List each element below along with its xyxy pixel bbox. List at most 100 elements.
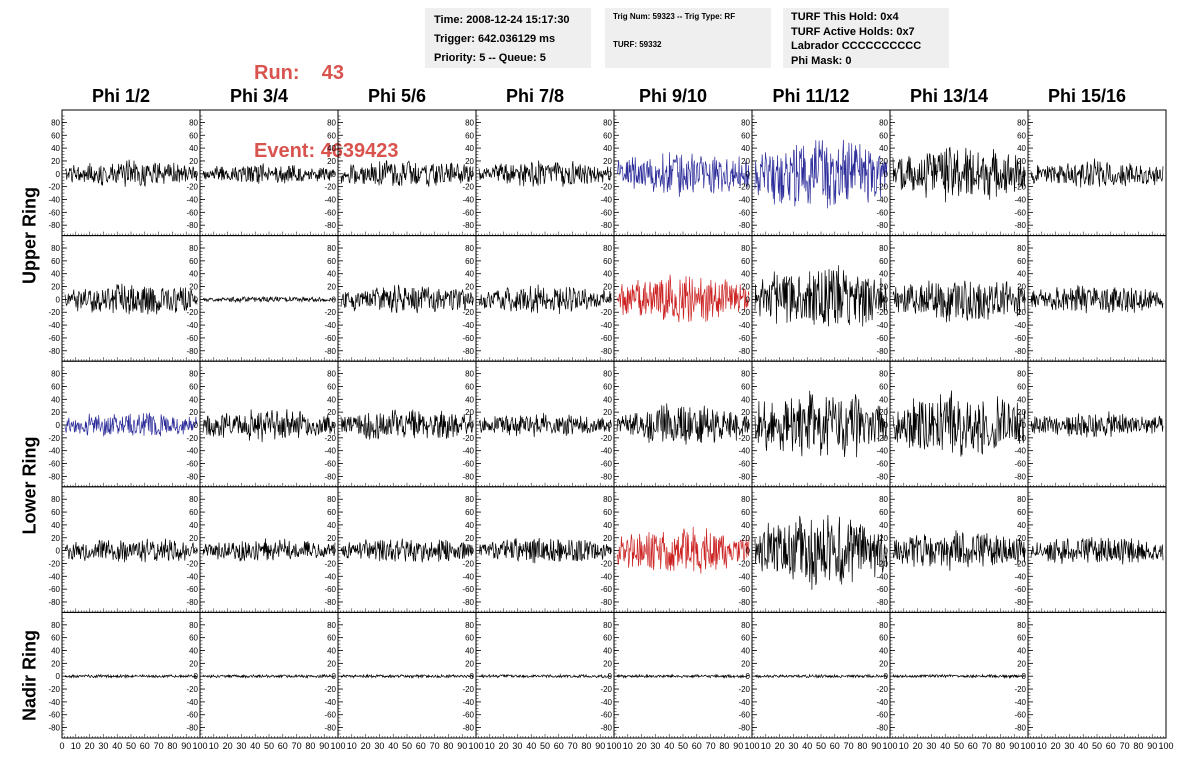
y-tick-label: 0 bbox=[332, 672, 337, 681]
y-tick-label: 40 bbox=[327, 270, 336, 279]
y-tick-label: -60 bbox=[738, 334, 750, 343]
y-tick-label: -40 bbox=[600, 195, 612, 204]
x-tick-label: 40 bbox=[1078, 741, 1088, 751]
y-tick-label: -60 bbox=[48, 334, 60, 343]
y-tick-label: 80 bbox=[327, 244, 336, 253]
y-tick-label: 0 bbox=[470, 421, 475, 430]
y-tick-label: 60 bbox=[603, 634, 612, 643]
x-tick-label: 50 bbox=[1092, 741, 1102, 751]
y-tick-label: 80 bbox=[51, 244, 60, 253]
y-tick-label: 60 bbox=[741, 382, 750, 391]
y-tick-label: 20 bbox=[879, 408, 888, 417]
y-tick-label: 40 bbox=[51, 521, 60, 530]
y-tick-label: -20 bbox=[738, 434, 750, 443]
y-tick-label: 80 bbox=[879, 495, 888, 504]
x-tick-label: 40 bbox=[664, 741, 674, 751]
time-text: Time: 2008-12-24 15:17:30 bbox=[434, 14, 570, 26]
y-tick-label: -20 bbox=[186, 308, 198, 317]
y-tick-label: -40 bbox=[876, 447, 888, 456]
waveform-trace bbox=[64, 283, 198, 315]
y-tick-label: 20 bbox=[879, 283, 888, 292]
y-tick-label: -80 bbox=[876, 347, 888, 356]
y-tick-label: 20 bbox=[189, 534, 198, 543]
waveform-trace bbox=[616, 274, 750, 323]
y-tick-label: -80 bbox=[186, 598, 198, 607]
x-tick-label: 20 bbox=[1051, 741, 1061, 751]
y-tick-label: 80 bbox=[189, 621, 198, 630]
x-tick-label: 50 bbox=[264, 741, 274, 751]
y-tick-label: -60 bbox=[324, 711, 336, 720]
x-tick-label: 80 bbox=[1133, 741, 1143, 751]
y-tick-label: 80 bbox=[1017, 244, 1026, 253]
y-tick-label: -20 bbox=[1014, 559, 1026, 568]
x-tick-label: 40 bbox=[526, 741, 536, 751]
x-tick-label: 60 bbox=[140, 741, 150, 751]
y-tick-label: -40 bbox=[48, 321, 60, 330]
y-tick-label: 0 bbox=[332, 547, 337, 556]
y-tick-label: 40 bbox=[1017, 144, 1026, 153]
y-tick-label: 80 bbox=[603, 244, 612, 253]
y-tick-label: -80 bbox=[48, 472, 60, 481]
y-tick-label: 60 bbox=[51, 508, 60, 517]
y-tick-label: 80 bbox=[327, 621, 336, 630]
y-tick-label: -40 bbox=[462, 572, 474, 581]
y-tick-label: -20 bbox=[876, 685, 888, 694]
y-tick-label: 0 bbox=[1022, 170, 1027, 179]
y-tick-label: -60 bbox=[1014, 334, 1026, 343]
y-tick-label: 80 bbox=[741, 118, 750, 127]
waveform-trace bbox=[1030, 285, 1164, 314]
x-tick-label: 30 bbox=[374, 741, 384, 751]
panel-frame bbox=[1027, 611, 1167, 739]
y-tick-label: -40 bbox=[462, 321, 474, 330]
y-tick-label: 40 bbox=[603, 647, 612, 656]
y-tick-label: 0 bbox=[194, 295, 199, 304]
y-tick-label: 20 bbox=[189, 157, 198, 166]
y-tick-label: 60 bbox=[465, 382, 474, 391]
x-tick-label: 70 bbox=[430, 741, 440, 751]
y-tick-label: 40 bbox=[465, 395, 474, 404]
y-tick-label: -20 bbox=[462, 559, 474, 568]
y-tick-label: 0 bbox=[884, 295, 889, 304]
x-tick-label: 80 bbox=[167, 741, 177, 751]
x-tick-label: 30 bbox=[98, 741, 108, 751]
x-tick-label: 20 bbox=[913, 741, 923, 751]
y-tick-label: -60 bbox=[738, 460, 750, 469]
y-tick-label: 20 bbox=[741, 659, 750, 668]
x-tick-label: 10 bbox=[623, 741, 633, 751]
x-tick-label: 90 bbox=[1009, 741, 1019, 751]
y-tick-label: 80 bbox=[603, 621, 612, 630]
y-tick-label: -80 bbox=[48, 598, 60, 607]
y-tick-label: 20 bbox=[603, 283, 612, 292]
y-tick-label: -80 bbox=[738, 347, 750, 356]
y-tick-label: 40 bbox=[465, 270, 474, 279]
y-tick-label: 20 bbox=[51, 408, 60, 417]
y-tick-label: 0 bbox=[746, 295, 751, 304]
y-tick-label: 60 bbox=[879, 257, 888, 266]
y-tick-label: -60 bbox=[1014, 208, 1026, 217]
column-header-phi-15-16: Phi 15/16 bbox=[1047, 86, 1127, 106]
waveform-trace bbox=[1030, 158, 1164, 188]
y-tick-label: -20 bbox=[1014, 685, 1026, 694]
y-tick-label: 20 bbox=[465, 659, 474, 668]
x-tick-label: 20 bbox=[85, 741, 95, 751]
y-tick-label: -80 bbox=[600, 221, 612, 230]
y-tick-label: 80 bbox=[741, 495, 750, 504]
turf-this-hold-text: TURF This Hold: 0x4 bbox=[791, 11, 899, 23]
y-tick-label: -80 bbox=[876, 598, 888, 607]
column-header-phi-1-2: Phi 1/2 bbox=[91, 86, 151, 106]
x-tick-label: 10 bbox=[209, 741, 219, 751]
y-tick-label: -60 bbox=[186, 460, 198, 469]
y-tick-label: -20 bbox=[324, 434, 336, 443]
x-tick-label: 30 bbox=[926, 741, 936, 751]
y-tick-label: 20 bbox=[327, 283, 336, 292]
x-tick-label: 60 bbox=[830, 741, 840, 751]
y-tick-label: -60 bbox=[462, 585, 474, 594]
y-tick-label: 80 bbox=[603, 118, 612, 127]
y-tick-label: 80 bbox=[879, 370, 888, 379]
waveform-trace bbox=[478, 160, 612, 187]
y-tick-label: 80 bbox=[879, 118, 888, 127]
y-tick-label: 40 bbox=[879, 144, 888, 153]
y-tick-label: -40 bbox=[600, 698, 612, 707]
waveform-trace bbox=[340, 284, 474, 314]
x-tick-label: 70 bbox=[154, 741, 164, 751]
